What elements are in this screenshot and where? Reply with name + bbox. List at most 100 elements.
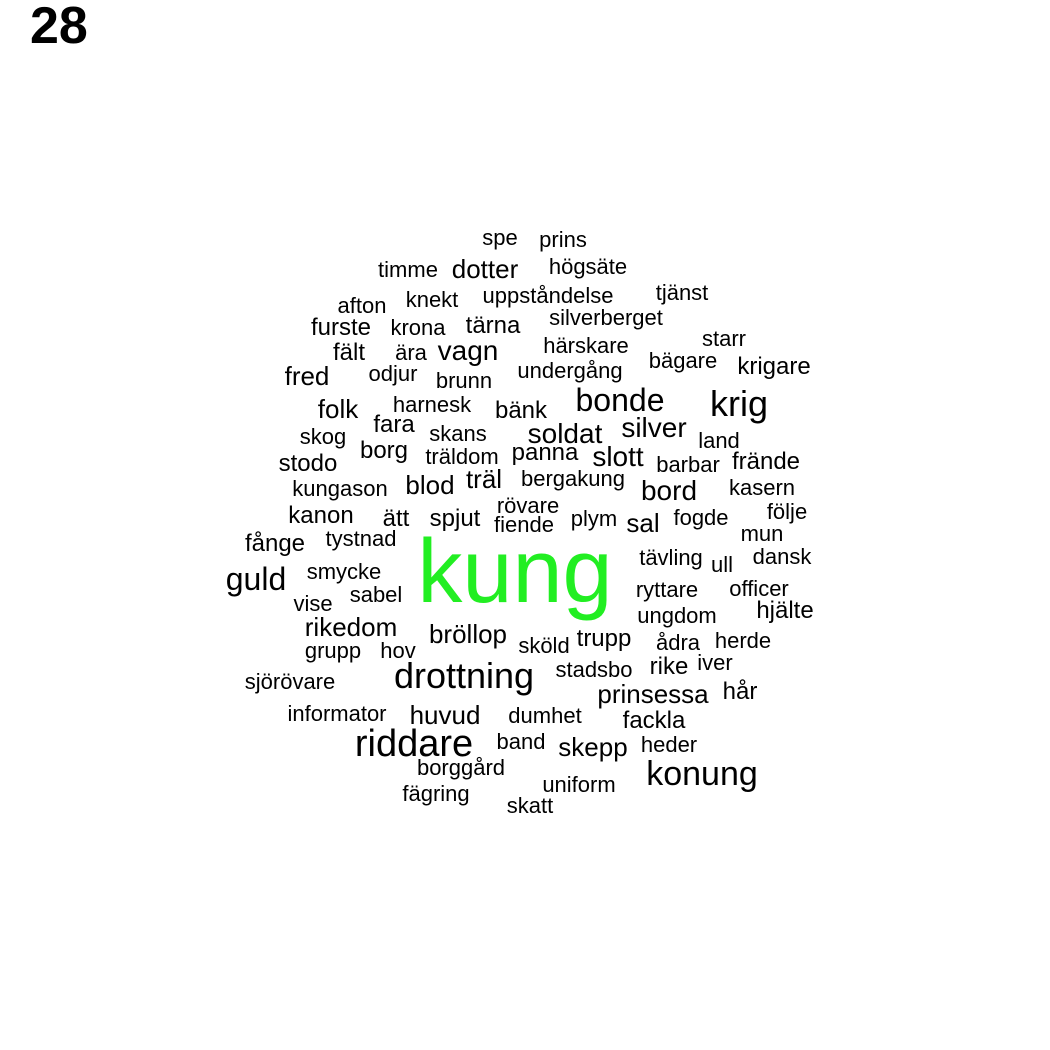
word: ungdom	[637, 603, 717, 628]
word: skog	[299, 424, 347, 449]
word: smycke	[306, 559, 382, 584]
word: härskare	[543, 333, 629, 358]
word: fackla	[622, 707, 686, 734]
word: silverberget	[549, 305, 663, 330]
word: dansk	[752, 544, 812, 569]
word: krig	[709, 383, 769, 424]
word: barbar	[656, 452, 720, 477]
word: skatt	[506, 793, 554, 818]
word: sköld	[518, 633, 570, 658]
word: starr	[702, 326, 746, 351]
word: uniform	[542, 772, 616, 797]
word: guld	[225, 561, 287, 597]
word: ätt	[382, 505, 410, 532]
word: högsäte	[548, 254, 628, 279]
word: undergång	[517, 358, 623, 383]
word: dumhet	[508, 703, 582, 728]
word: borggård	[416, 755, 506, 780]
word-highlight: kung	[417, 522, 613, 622]
word: träl	[465, 464, 503, 494]
word: bonde	[575, 382, 665, 418]
word: följe	[766, 499, 808, 524]
word: folk	[317, 394, 359, 424]
word: soldat	[527, 418, 603, 449]
word: tärna	[465, 312, 521, 339]
word: vise	[293, 591, 333, 616]
word: drottning	[393, 655, 535, 696]
word: bergakung	[521, 466, 625, 491]
word: träldom	[425, 444, 499, 469]
page-number: 28	[30, 0, 88, 55]
word: frände	[731, 448, 801, 475]
word: kanon	[288, 502, 354, 529]
word: vagn	[437, 335, 499, 366]
word: spjut	[429, 505, 481, 532]
word: skepp	[558, 732, 628, 762]
word: knekt	[405, 287, 459, 312]
word: plym	[570, 506, 618, 531]
word: fält	[332, 339, 366, 366]
word: odjur	[368, 361, 418, 386]
word: konung	[646, 755, 758, 793]
word: mun	[740, 521, 784, 546]
word: informator	[287, 701, 387, 726]
word: ådra	[655, 630, 701, 655]
word: uppståndelse	[482, 283, 614, 308]
word: fred	[284, 361, 330, 391]
word: tjänst	[655, 280, 709, 305]
word: harnesk	[392, 392, 472, 417]
word: fägring	[402, 781, 470, 806]
word: trupp	[576, 625, 632, 652]
word: slott	[592, 441, 644, 472]
word: krona	[390, 315, 446, 340]
word: sabel	[349, 582, 403, 607]
word: tävling	[639, 545, 703, 570]
word: fånge	[244, 530, 306, 557]
word: brunn	[435, 368, 493, 393]
word: heder	[640, 732, 698, 757]
word: borg	[359, 437, 409, 464]
word: stadsbo	[555, 657, 633, 682]
word: spe	[482, 225, 518, 250]
word: bänk	[494, 397, 548, 424]
word: stodo	[278, 450, 338, 477]
word: kasern	[728, 475, 796, 500]
word: rövare	[496, 493, 560, 518]
word: iver	[697, 650, 733, 675]
word: krigare	[737, 353, 811, 380]
word: officer	[729, 576, 789, 601]
word: bord	[640, 475, 698, 506]
word: rike	[649, 653, 689, 680]
word: afton	[337, 293, 387, 318]
word: sal	[626, 508, 660, 538]
word: fara	[373, 411, 415, 438]
word: rikedom	[304, 612, 398, 642]
word: fogde	[673, 505, 729, 530]
word: kungason	[292, 476, 388, 501]
word: band	[496, 729, 546, 754]
word: herde	[714, 628, 772, 653]
word: ryttare	[635, 577, 699, 602]
word: hjälte	[756, 597, 814, 624]
word: blod	[405, 470, 455, 500]
word: ära	[395, 340, 427, 365]
word: skans	[429, 421, 487, 446]
word: timme	[378, 257, 438, 282]
word: silver	[621, 412, 687, 443]
word: prinsessa	[597, 679, 709, 709]
word: bägare	[648, 348, 718, 373]
word: panna	[511, 439, 579, 466]
word: hov	[380, 638, 416, 663]
word: land	[698, 428, 740, 453]
word: hår	[722, 678, 758, 705]
word: fiende	[494, 512, 554, 537]
word: dotter	[451, 254, 519, 284]
word: grupp	[304, 638, 362, 663]
word: furste	[310, 314, 372, 341]
word: prins	[539, 227, 587, 252]
word: sjörövare	[244, 669, 336, 694]
word: bröllop	[428, 619, 508, 649]
word: huvud	[409, 700, 481, 730]
word: tystnad	[325, 526, 397, 551]
